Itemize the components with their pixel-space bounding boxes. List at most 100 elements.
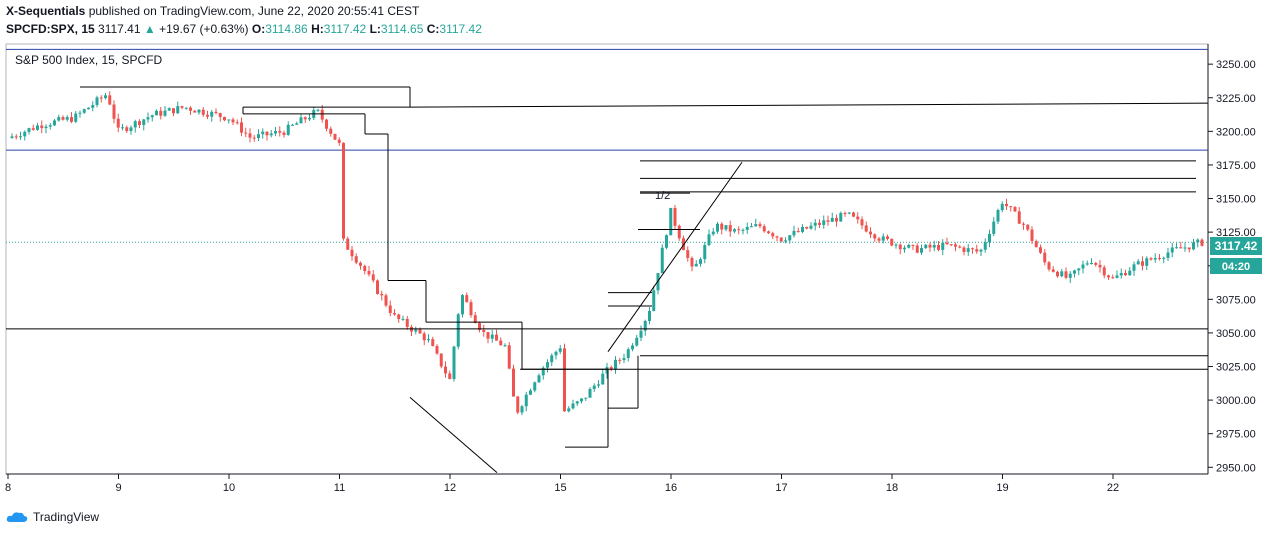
candle-body[interactable] bbox=[1132, 264, 1136, 271]
candle-body[interactable] bbox=[342, 142, 345, 239]
candle-body[interactable] bbox=[699, 259, 702, 264]
candle-body[interactable] bbox=[941, 242, 945, 250]
candle-body[interactable] bbox=[10, 136, 14, 139]
candle-body[interactable] bbox=[431, 339, 435, 346]
candle-body[interactable] bbox=[928, 244, 932, 248]
candle-body[interactable] bbox=[873, 234, 877, 239]
up-trend-line[interactable] bbox=[607, 161, 743, 353]
candle-body[interactable] bbox=[750, 226, 753, 228]
candle-body[interactable] bbox=[537, 375, 541, 383]
candle-body[interactable] bbox=[533, 382, 537, 391]
candle-body[interactable] bbox=[796, 230, 800, 232]
candle-body[interactable] bbox=[631, 345, 634, 350]
candle-body[interactable] bbox=[1166, 252, 1170, 258]
candle-body[interactable] bbox=[1145, 258, 1149, 266]
candle-body[interactable] bbox=[1124, 272, 1127, 276]
candle-body[interactable] bbox=[592, 385, 596, 389]
candle-body[interactable] bbox=[609, 367, 613, 370]
candle-body[interactable] bbox=[677, 225, 681, 239]
candle-body[interactable] bbox=[694, 263, 698, 267]
candle-body[interactable] bbox=[435, 345, 439, 354]
candle-body[interactable] bbox=[1141, 261, 1144, 266]
candle-body[interactable] bbox=[813, 222, 817, 226]
candle-body[interactable] bbox=[78, 112, 82, 114]
candle-body[interactable] bbox=[150, 115, 154, 118]
resistance-line[interactable] bbox=[409, 102, 1209, 108]
candle-body[interactable] bbox=[966, 248, 970, 252]
candle-body[interactable] bbox=[1039, 247, 1042, 253]
candle-body[interactable] bbox=[1183, 247, 1187, 249]
candle-body[interactable] bbox=[316, 109, 320, 111]
candle-body[interactable] bbox=[36, 125, 39, 130]
candle-body[interactable] bbox=[775, 236, 779, 238]
candle-body[interactable] bbox=[469, 302, 473, 316]
candle-body[interactable] bbox=[354, 256, 358, 263]
candle-body[interactable] bbox=[138, 121, 141, 125]
candle-body[interactable] bbox=[924, 244, 928, 249]
candle-body[interactable] bbox=[14, 136, 18, 138]
candle-body[interactable] bbox=[643, 320, 647, 331]
candle-body[interactable] bbox=[1107, 275, 1110, 278]
candle-body[interactable] bbox=[945, 242, 949, 245]
candle-body[interactable] bbox=[189, 107, 192, 111]
candle-body[interactable] bbox=[1179, 247, 1183, 249]
candle-body[interactable] bbox=[422, 333, 426, 341]
candle-body[interactable] bbox=[53, 120, 56, 126]
candle-body[interactable] bbox=[1115, 275, 1119, 278]
candle-body[interactable] bbox=[988, 233, 991, 243]
candle-body[interactable] bbox=[282, 132, 286, 135]
candle-body[interactable] bbox=[1060, 271, 1064, 277]
candle-body[interactable] bbox=[91, 104, 95, 108]
candle-body[interactable] bbox=[337, 139, 341, 143]
candle-body[interactable] bbox=[1034, 241, 1038, 248]
candle-body[interactable] bbox=[1005, 203, 1008, 207]
candle-body[interactable] bbox=[261, 131, 265, 135]
candle-body[interactable] bbox=[1030, 229, 1034, 242]
candle-body[interactable] bbox=[286, 124, 290, 135]
candle-body[interactable] bbox=[669, 207, 673, 236]
candle-body[interactable] bbox=[979, 249, 983, 252]
candle-body[interactable] bbox=[954, 244, 957, 247]
candle-body[interactable] bbox=[839, 212, 843, 222]
candle-body[interactable] bbox=[1056, 271, 1059, 277]
candle-body[interactable] bbox=[894, 244, 898, 246]
candle-body[interactable] bbox=[452, 346, 456, 380]
candle-body[interactable] bbox=[1098, 264, 1102, 268]
candle-body[interactable] bbox=[112, 104, 116, 119]
candle-body[interactable] bbox=[822, 220, 826, 225]
candle-body[interactable] bbox=[401, 318, 405, 320]
candle-body[interactable] bbox=[635, 337, 639, 346]
candle-body[interactable] bbox=[380, 293, 384, 296]
candle-body[interactable] bbox=[754, 224, 758, 227]
candle-body[interactable] bbox=[210, 111, 214, 117]
candle-body[interactable] bbox=[257, 134, 260, 139]
candle-body[interactable] bbox=[852, 212, 855, 217]
candle-body[interactable] bbox=[1013, 207, 1017, 212]
candle-body[interactable] bbox=[1153, 258, 1157, 260]
candle-body[interactable] bbox=[524, 394, 528, 407]
candle-body[interactable] bbox=[346, 238, 350, 250]
candle-body[interactable] bbox=[932, 244, 936, 248]
candle-body[interactable] bbox=[82, 109, 86, 113]
candle-body[interactable] bbox=[384, 295, 388, 306]
candle-body[interactable] bbox=[554, 351, 558, 356]
candle-body[interactable] bbox=[737, 229, 741, 231]
candle-body[interactable] bbox=[673, 207, 677, 226]
candle-body[interactable] bbox=[639, 330, 643, 338]
candle-body[interactable] bbox=[826, 220, 830, 222]
candle-body[interactable] bbox=[320, 109, 324, 120]
candle-body[interactable] bbox=[983, 242, 987, 250]
candle-body[interactable] bbox=[903, 247, 906, 250]
candle-body[interactable] bbox=[550, 355, 554, 363]
candle-body[interactable] bbox=[724, 225, 728, 230]
candle-body[interactable] bbox=[745, 227, 749, 230]
candle-body[interactable] bbox=[274, 131, 277, 134]
candle-body[interactable] bbox=[881, 236, 885, 241]
candle-body[interactable] bbox=[1149, 258, 1153, 260]
candle-body[interactable] bbox=[303, 117, 307, 120]
candle-body[interactable] bbox=[244, 132, 248, 134]
candle-body[interactable] bbox=[1051, 269, 1055, 272]
candle-body[interactable] bbox=[1119, 272, 1123, 276]
candle-body[interactable] bbox=[958, 246, 962, 248]
